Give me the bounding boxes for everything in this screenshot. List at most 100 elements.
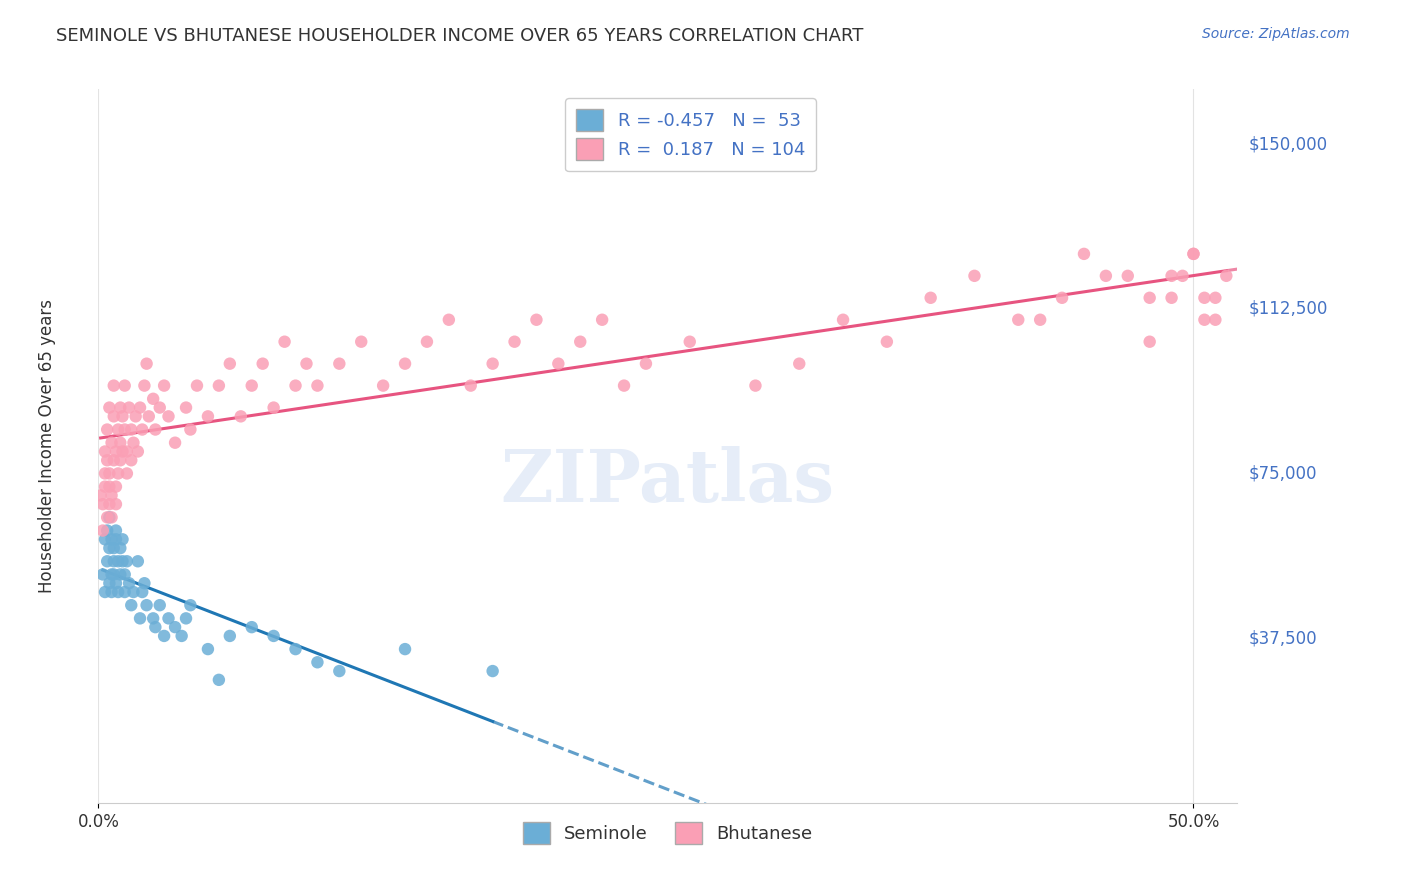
Point	[208, 673, 231, 687]
Point	[104, 533, 127, 547]
Point	[197, 409, 219, 424]
Point	[240, 620, 263, 634]
Point	[1139, 291, 1161, 305]
Point	[114, 378, 136, 392]
Point	[110, 401, 132, 415]
Point	[1007, 312, 1029, 326]
Point	[90, 488, 112, 502]
Point	[1116, 268, 1139, 283]
Point	[103, 541, 125, 555]
Point	[503, 334, 526, 349]
Point	[91, 524, 114, 538]
Point	[153, 378, 176, 392]
Point	[135, 357, 157, 371]
Point	[1215, 268, 1237, 283]
Point	[179, 598, 201, 612]
Point	[115, 444, 138, 458]
Point	[122, 435, 145, 450]
Point	[149, 598, 172, 612]
Point	[107, 554, 129, 568]
Point	[1095, 268, 1118, 283]
Point	[229, 409, 252, 424]
Point	[787, 357, 810, 371]
Point	[142, 392, 165, 406]
Point	[96, 554, 118, 568]
Point	[96, 423, 118, 437]
Point	[240, 378, 263, 392]
Point	[94, 480, 117, 494]
Point	[1050, 291, 1073, 305]
Point	[142, 611, 165, 625]
Point	[138, 409, 160, 424]
Point	[613, 378, 636, 392]
Point	[273, 334, 295, 349]
Point	[1139, 334, 1161, 349]
Point	[157, 409, 180, 424]
Point	[263, 401, 285, 415]
Point	[115, 554, 138, 568]
Point	[1160, 291, 1182, 305]
Point	[104, 444, 127, 458]
Point	[103, 554, 125, 568]
Point	[481, 664, 503, 678]
Point	[744, 378, 766, 392]
Text: ZIPatlas: ZIPatlas	[501, 446, 835, 517]
Point	[263, 629, 285, 643]
Point	[98, 497, 121, 511]
Point	[460, 378, 482, 392]
Point	[104, 524, 127, 538]
Point	[157, 611, 180, 625]
Point	[1182, 247, 1205, 261]
Text: $37,500: $37,500	[1249, 629, 1317, 647]
Point	[100, 510, 122, 524]
Point	[120, 423, 142, 437]
Point	[481, 357, 503, 371]
Point	[1160, 268, 1182, 283]
Point	[1204, 291, 1226, 305]
Point	[94, 444, 117, 458]
Point	[118, 401, 141, 415]
Point	[876, 334, 898, 349]
Point	[104, 576, 127, 591]
Point	[103, 378, 125, 392]
Point	[394, 642, 416, 657]
Point	[94, 533, 117, 547]
Point	[100, 567, 122, 582]
Point	[110, 453, 132, 467]
Point	[118, 576, 141, 591]
Point	[307, 378, 329, 392]
Point	[110, 567, 132, 582]
Point	[591, 312, 613, 326]
Point	[416, 334, 439, 349]
Point	[1182, 247, 1205, 261]
Point	[145, 423, 166, 437]
Point	[111, 409, 134, 424]
Point	[100, 488, 122, 502]
Point	[134, 576, 156, 591]
Point	[679, 334, 702, 349]
Point	[111, 533, 134, 547]
Point	[127, 444, 149, 458]
Point	[98, 467, 121, 481]
Point	[186, 378, 208, 392]
Point	[963, 268, 986, 283]
Point	[252, 357, 274, 371]
Point	[170, 629, 193, 643]
Point	[98, 510, 121, 524]
Point	[100, 585, 122, 599]
Point	[218, 357, 240, 371]
Point	[1194, 312, 1216, 326]
Point	[153, 629, 176, 643]
Point	[114, 585, 136, 599]
Point	[120, 453, 142, 467]
Point	[165, 435, 187, 450]
Point	[100, 533, 122, 547]
Point	[1029, 312, 1052, 326]
Point	[1073, 247, 1095, 261]
Point	[547, 357, 569, 371]
Point	[98, 576, 121, 591]
Point	[307, 655, 329, 669]
Point	[115, 467, 138, 481]
Point	[569, 334, 592, 349]
Point	[284, 642, 307, 657]
